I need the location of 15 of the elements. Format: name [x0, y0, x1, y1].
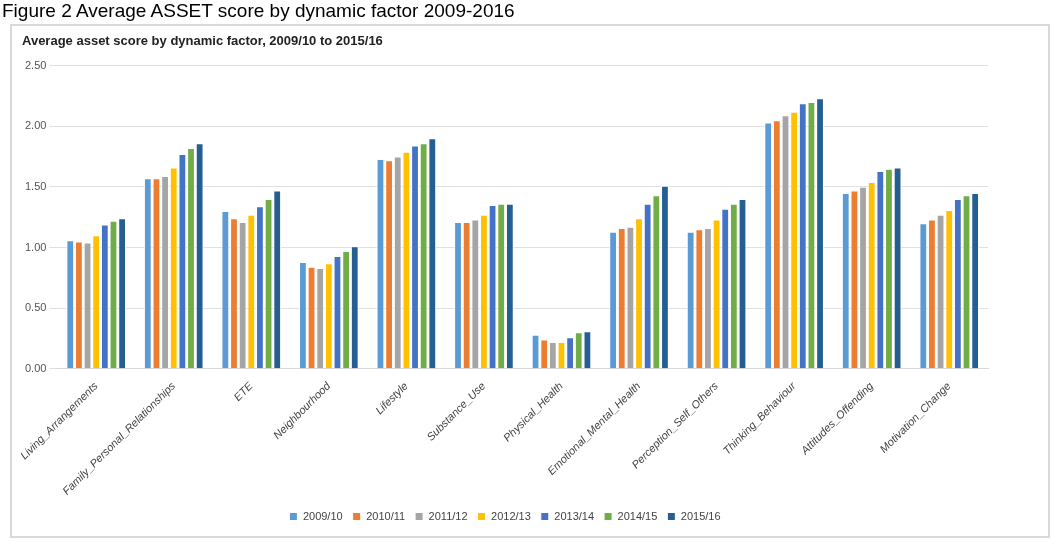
caption: Figure 2 Average ASSET score by dynamic factor 2009-2016: [2, 0, 515, 22]
y-tick-label: 1.00: [24, 240, 47, 253]
legend-label: 2012/13: [491, 509, 531, 522]
legend-label: 2011/12: [428, 509, 468, 522]
y-tick-label: 1.50: [24, 179, 47, 192]
y-tick-label: 0.50: [24, 301, 47, 314]
legend-label: 2010/11: [366, 509, 406, 522]
legend-label: 2009/10: [302, 509, 343, 522]
y-tick-label: 0.00: [24, 361, 47, 374]
y-tick-label: 2.50: [24, 58, 47, 71]
legend-label: 2015/16: [680, 509, 721, 522]
chart-title: Average asset score by dynamic factor, 2009/10 to 2015/16: [22, 33, 383, 49]
y-tick-label: 2.00: [24, 119, 47, 132]
legend-label: 2014/15: [617, 509, 658, 522]
legend-label: 2013/14: [554, 509, 595, 522]
